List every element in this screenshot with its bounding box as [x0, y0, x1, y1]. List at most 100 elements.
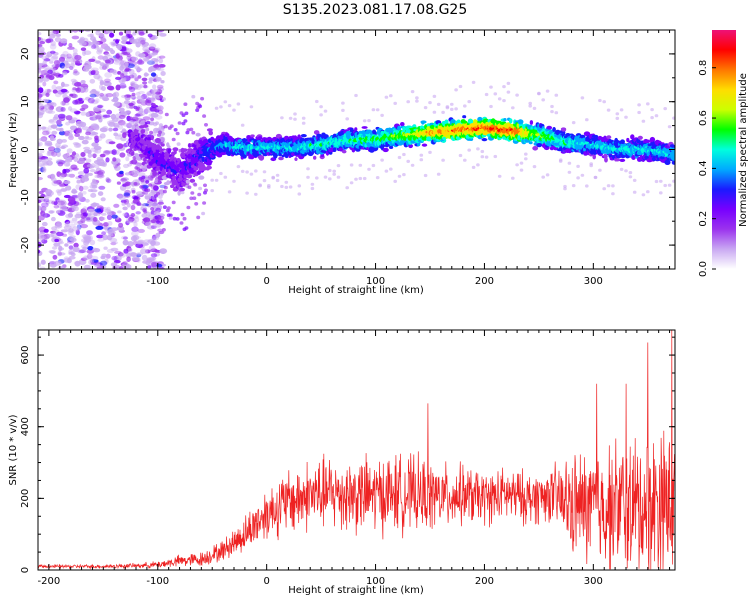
heatmap-cell-1137: [157, 215, 165, 220]
heatmap-cell-945: [71, 117, 78, 122]
heatmap-cell-1625: [152, 144, 156, 148]
heatmap-cell-1777: [168, 216, 173, 220]
heatmap-cell-286: [68, 245, 74, 249]
heatmap-cell-2047: [198, 186, 203, 191]
heatmap-cell-938: [88, 259, 95, 266]
heatmap-cell-1281: [50, 173, 56, 178]
heatmap-cell-1633: [153, 107, 158, 112]
heatmap-cell-1407: [128, 116, 133, 121]
heatmap-cell-1193: [160, 80, 165, 84]
heatmap-cell-480: [73, 69, 78, 74]
heatmap-cell-542: [48, 146, 56, 152]
heatmap-cell-781: [40, 234, 48, 240]
heatmap-cell-409: [126, 203, 131, 208]
heatmap-cell-1314: [126, 48, 133, 53]
heatmap-cell-1606: [150, 117, 155, 122]
heatmap-cell-482: [85, 198, 90, 203]
heatmap-cell-458: [56, 171, 62, 178]
heatmap-cell-574: [44, 88, 53, 93]
heatmap-cell-1271: [46, 89, 51, 93]
heatmap-cell-1596: [149, 130, 154, 135]
heatmap-cell-109: [52, 254, 58, 260]
heatmap-cell-648: [86, 230, 93, 236]
heatmap-cell-1238: [130, 213, 136, 217]
heatmap-cell-1069: [99, 260, 108, 266]
heatmap-cell-1894: [181, 121, 186, 126]
heatmap-cell-1920: [184, 111, 189, 116]
heatmap-cell-959: [153, 64, 159, 68]
heatmap-cell-1116: [127, 247, 133, 253]
heatmap-cell-1082: [127, 241, 134, 247]
heatmap-cell-1275: [56, 138, 63, 144]
heatmap-cell-1354: [58, 199, 66, 205]
heatmap-cell-1162: [118, 222, 124, 228]
heatmap-cell-1201: [59, 127, 64, 132]
heatmap-cell-767: [49, 43, 57, 50]
heatmap-cell-877: [131, 226, 139, 233]
heatmap-cell-1231: [130, 204, 136, 211]
heatmap-cell-1016: [45, 38, 52, 44]
heatmap-cell-1748: [163, 181, 170, 186]
heatmap-cell-3413: [389, 145, 394, 149]
heatmap-cell-2022: [195, 132, 201, 137]
heatmap-cell-1282: [138, 53, 146, 58]
heatmap-cell-1349: [117, 210, 122, 214]
heatmap-cell-1097: [74, 213, 82, 219]
heatmap-cell-1364: [135, 241, 143, 245]
heatmap-cell-1374: [91, 178, 97, 184]
heatmap-cell-1443: [132, 156, 137, 160]
heatmap-cell-84: [55, 106, 64, 113]
heatmap-cell-1027: [92, 217, 98, 222]
heatmap-cell-1884: [180, 212, 185, 217]
heatmap-cell-1154: [93, 263, 101, 268]
heatmap-cell-3808: [442, 136, 446, 141]
heatmap-cell-1032: [60, 107, 66, 112]
heatmap-cell-1544: [142, 124, 149, 128]
heatmap-cell-977: [134, 113, 141, 117]
heatmap-cell-1169: [124, 182, 129, 187]
heatmap-cell-1319: [156, 263, 163, 268]
heatmap-cell-1258: [130, 81, 136, 87]
heatmap-cell-1099: [73, 156, 79, 162]
heatmap-cell-2072: [200, 162, 205, 166]
heatmap-cell-1921: [184, 226, 189, 230]
heatmap-cell-1711: [160, 172, 166, 176]
heatmap-cell-528: [57, 252, 66, 256]
heatmap-cell-1131: [119, 266, 124, 269]
heatmap-cell-1803: [171, 137, 176, 142]
heatmap-cell-1130: [48, 119, 57, 124]
heatmap-cell-1149: [81, 139, 89, 145]
heatmap-cell-709: [63, 130, 71, 136]
heatmap-cell-1543: [143, 84, 148, 89]
heatmap-cell-590: [153, 241, 161, 246]
heatmap-cell-958: [87, 97, 95, 104]
heatmap-cell-932: [80, 47, 87, 51]
heatmap-cell-1098: [157, 201, 164, 205]
heatmap-cell-2064: [200, 96, 205, 101]
heatmap-cell-499: [158, 55, 166, 59]
heatmap-cell-1525: [141, 175, 146, 180]
heatmap-cell-59: [92, 153, 97, 159]
heatmap-cell-1396: [106, 178, 112, 184]
heatmap-cell-1285: [140, 203, 146, 207]
heatmap-cell-1067: [105, 227, 112, 234]
heatmap-cell-1115: [39, 41, 46, 45]
heatmap-cell-984: [82, 66, 90, 72]
heatmap-cell-1386: [85, 131, 91, 136]
heatmap-cell-211: [52, 89, 58, 94]
heatmap-cell-1280: [120, 40, 127, 44]
heatmap-cell-882: [119, 252, 127, 258]
heatmap-cell-1228: [113, 97, 119, 102]
heatmap-cell-348: [116, 143, 124, 149]
heatmap-cell-398: [132, 234, 140, 241]
heatmap-cell-732: [38, 231, 45, 238]
heatmap-cell-1248: [66, 53, 72, 59]
heatmap-cell-2131: [208, 130, 213, 136]
heatmap-cell-1885: [180, 190, 185, 195]
heatmap-cell-1066: [106, 85, 115, 91]
heatmap-cell-478: [118, 195, 126, 201]
heatmap-cell-1127: [65, 156, 72, 161]
heatmap-cell-1937: [185, 179, 190, 184]
heatmap-cell-1117: [99, 35, 106, 40]
heatmap-cell-236: [58, 241, 64, 245]
